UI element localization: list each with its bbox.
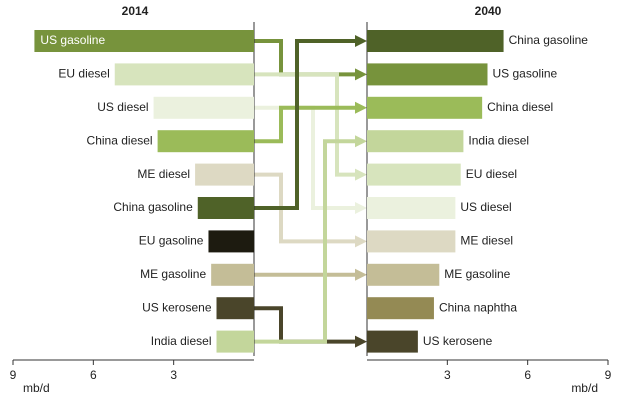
arrow-head xyxy=(355,268,367,281)
bar xyxy=(367,330,418,353)
x-tick-label: 3 xyxy=(444,368,451,382)
bar xyxy=(367,263,440,286)
bar-label: India diesel xyxy=(151,334,212,348)
arrow xyxy=(254,139,358,344)
bar-label: US gasoline xyxy=(493,67,558,81)
bar-label: US gasoline xyxy=(40,33,105,47)
bar-label: India diesel xyxy=(468,133,529,147)
arrow-head xyxy=(355,235,367,248)
bar xyxy=(367,63,488,86)
arrow-head xyxy=(355,335,367,348)
bar-label: China gasoline xyxy=(509,33,589,47)
bar-label: China diesel xyxy=(487,100,553,114)
bar-label: ME gasoline xyxy=(444,267,510,281)
bar-label: US diesel xyxy=(460,200,511,214)
arrow xyxy=(254,72,358,177)
bar-label: US diesel xyxy=(97,100,148,114)
arrow xyxy=(254,306,358,344)
x-tick-label: 9 xyxy=(605,368,612,382)
arrow-head xyxy=(355,68,367,81)
arrow-head xyxy=(355,168,367,181)
bar-label: China naphtha xyxy=(439,300,517,314)
x-tick-label: 6 xyxy=(524,368,531,382)
bar-label: US kerosene xyxy=(142,300,212,314)
bar xyxy=(211,263,254,286)
bar xyxy=(367,297,434,320)
bar xyxy=(367,130,464,153)
bar xyxy=(114,63,254,86)
x-axis-label: mb/d xyxy=(23,381,50,395)
x-tick-label: 3 xyxy=(170,368,177,382)
panel-title: 2014 xyxy=(122,4,149,18)
arrow-head xyxy=(355,101,367,114)
bar-label: China diesel xyxy=(87,133,153,147)
arrow-head xyxy=(355,202,367,214)
bar xyxy=(157,130,254,153)
arrow xyxy=(254,39,358,210)
arrow xyxy=(254,105,358,144)
bar-label: China gasoline xyxy=(113,200,193,214)
bar-label: US kerosene xyxy=(423,334,493,348)
x-tick-label: 6 xyxy=(90,368,97,382)
x-tick-label: 9 xyxy=(10,368,17,382)
bar xyxy=(195,163,254,186)
bar-label: ME diesel xyxy=(137,167,190,181)
bar-label: ME gasoline xyxy=(140,267,206,281)
arrow xyxy=(254,39,358,77)
bar xyxy=(367,197,456,219)
bar-label: ME diesel xyxy=(460,234,513,248)
bar xyxy=(208,230,254,253)
bar xyxy=(197,197,254,219)
bar xyxy=(216,330,254,353)
bar xyxy=(367,96,483,119)
bar xyxy=(367,230,456,253)
bar xyxy=(34,30,254,52)
bar xyxy=(367,163,461,186)
arrow xyxy=(254,105,358,210)
arrow-head xyxy=(355,35,367,47)
bar xyxy=(216,297,254,320)
bar xyxy=(367,30,504,52)
bar-label: EU gasoline xyxy=(139,234,204,248)
bar-label: EU diesel xyxy=(58,67,109,81)
arrows xyxy=(254,35,367,348)
bar-label: EU diesel xyxy=(466,167,517,181)
bar xyxy=(153,96,254,119)
x-axis-label: mb/d xyxy=(571,381,598,395)
arrow-head xyxy=(355,135,367,148)
panel-title: 2040 xyxy=(475,4,502,18)
